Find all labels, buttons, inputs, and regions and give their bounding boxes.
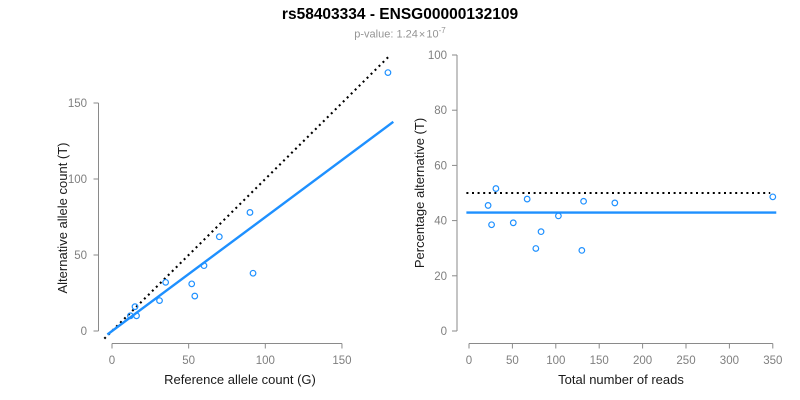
x-axis-title: Total number of reads xyxy=(558,372,684,387)
x-tick-label: 0 xyxy=(466,355,472,367)
pvalue-base: 10 xyxy=(426,28,439,41)
data-point xyxy=(215,233,223,241)
data-point xyxy=(769,193,777,201)
x-tick-label: 50 xyxy=(182,355,195,367)
x-tick-label: 300 xyxy=(720,355,739,367)
pvalue-label: p-value: xyxy=(354,28,397,41)
x-tick-label: 350 xyxy=(763,355,782,367)
data-point xyxy=(555,212,562,220)
x-tick-label: 0 xyxy=(109,355,115,367)
fit-line xyxy=(106,120,395,336)
figure-subtitle: p-value: 1.24×10-7 xyxy=(0,26,800,41)
x-tick-label: 250 xyxy=(676,355,695,367)
figure-title: rs58403334 - ENSG00000132109 xyxy=(281,6,519,23)
data-point xyxy=(191,292,199,300)
data-point xyxy=(578,247,586,254)
data-point xyxy=(133,312,140,320)
data-point xyxy=(249,269,257,277)
data-point xyxy=(188,280,196,288)
y-tick-label: 150 xyxy=(68,98,87,110)
data-point xyxy=(509,219,517,227)
y-tick-label: 0 xyxy=(81,326,87,338)
y-tick-label: 100 xyxy=(428,50,447,62)
data-point xyxy=(131,303,139,311)
x-tick-label: 50 xyxy=(506,355,519,367)
pvalue-mantissa: 1.24 xyxy=(396,28,418,41)
y-tick-label: 40 xyxy=(434,216,447,228)
data-point xyxy=(484,202,492,209)
x-tick-label: 100 xyxy=(256,355,275,367)
y-tick-label: 60 xyxy=(434,160,447,172)
data-point xyxy=(532,245,540,252)
y-tick-label: 100 xyxy=(68,174,87,186)
x-tick-label: 100 xyxy=(546,355,565,367)
data-point xyxy=(537,228,545,236)
data-point xyxy=(384,69,392,76)
x-tick-label: 150 xyxy=(590,355,609,367)
identity-line xyxy=(103,55,391,340)
left-panel: 0 50 100 150 0 50 100 150 Reference allele count… xyxy=(55,55,395,387)
y-tick-label: 20 xyxy=(434,271,447,283)
y-axis-title: Alternative allele count (T) xyxy=(55,142,70,293)
x-tick-label: 150 xyxy=(332,355,351,367)
data-point xyxy=(246,209,254,216)
y-tick-label: 50 xyxy=(74,250,87,262)
data-point xyxy=(200,262,208,270)
pvalue-exponent: -7 xyxy=(438,26,446,35)
data-point xyxy=(162,278,170,286)
x-tick-label: 200 xyxy=(633,355,652,367)
data-point xyxy=(492,185,500,192)
y-tick-label: 0 xyxy=(441,326,447,338)
data-point xyxy=(156,297,163,305)
x-axis-title: Reference allele count (G) xyxy=(164,372,316,387)
data-point xyxy=(523,195,531,203)
y-axis-title: Percentage alternative (T) xyxy=(412,118,427,268)
data-point xyxy=(580,197,587,205)
times-symbol: × xyxy=(418,28,426,41)
right-panel: 0 20 40 60 80 100 0 50 100 150 200 250 300 350 Total n… xyxy=(412,50,782,387)
data-point xyxy=(488,221,495,229)
data-point xyxy=(611,199,619,207)
y-tick-label: 80 xyxy=(434,105,447,117)
